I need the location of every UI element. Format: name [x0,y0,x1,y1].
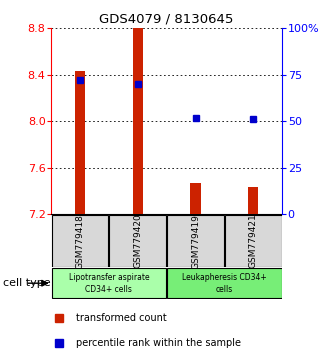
Bar [190,183,201,214]
Text: Leukapheresis CD34+
cells: Leukapheresis CD34+ cells [182,273,267,293]
Bar [110,215,166,267]
Bar [225,215,281,267]
Text: transformed count: transformed count [76,313,167,323]
Bar [167,215,224,267]
Text: GSM779421: GSM779421 [249,214,258,268]
Bar [248,188,258,214]
Text: percentile rank within the sample: percentile rank within the sample [76,338,241,348]
Bar [75,71,85,214]
Bar [167,268,281,298]
Text: GSM779418: GSM779418 [76,213,84,269]
Bar [133,28,143,214]
Title: GDS4079 / 8130645: GDS4079 / 8130645 [99,13,234,26]
Text: GSM779420: GSM779420 [133,214,142,268]
Bar [52,215,108,267]
Bar [52,268,166,298]
Text: cell type: cell type [3,278,51,288]
Text: GSM779419: GSM779419 [191,213,200,269]
Text: Lipotransfer aspirate
CD34+ cells: Lipotransfer aspirate CD34+ cells [69,273,149,293]
